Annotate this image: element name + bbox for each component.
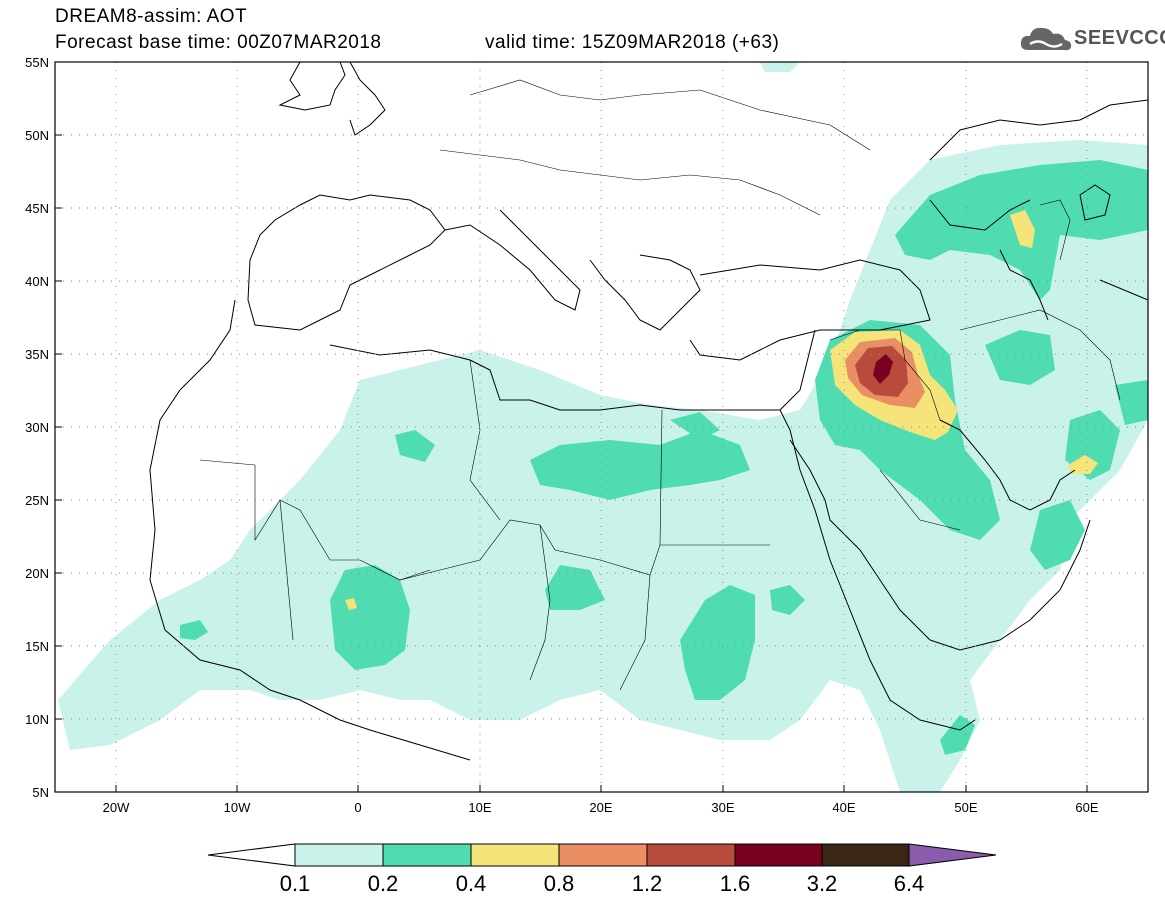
lon-label: 20E — [589, 800, 612, 815]
lon-label: 40E — [832, 800, 855, 815]
lon-label: 20W — [103, 800, 130, 815]
lat-label: 40N — [25, 274, 49, 289]
lat-label: 20N — [25, 566, 49, 581]
colorbar-swatch — [382, 843, 472, 867]
colorbar-labels: 0.1 0.2 0.4 0.8 1.2 1.6 3.2 6.4 — [280, 871, 925, 896]
lon-label: 0 — [354, 800, 361, 815]
colorbar-high-arrow — [908, 843, 997, 867]
colorbar-label: 0.4 — [456, 871, 487, 896]
colorbar-label: 1.6 — [720, 871, 751, 896]
lat-label: 5N — [32, 785, 49, 800]
borders — [199, 79, 1121, 691]
colorbar-swatch — [558, 843, 648, 867]
forecast-base-time: Forecast base time: 00Z07MAR2018 — [55, 32, 382, 53]
lat-label: 15N — [25, 639, 49, 654]
lon-label: 30E — [711, 800, 734, 815]
lon-labels: 20W 10W 0 10E 20E 30E 40E 50E 60E — [103, 800, 1099, 815]
coastlines — [149, 62, 1148, 761]
colorbar-swatch — [470, 843, 560, 867]
aot-shading — [58, 62, 1148, 792]
lat-label: 10N — [25, 712, 49, 727]
lon-label: 10E — [468, 800, 491, 815]
lon-label: 50E — [954, 800, 977, 815]
lat-label: 25N — [25, 493, 49, 508]
lat-label: 50N — [25, 128, 49, 143]
lat-label: 55N — [25, 55, 49, 70]
colorbar-swatch — [294, 843, 384, 867]
lon-label: 60E — [1075, 800, 1098, 815]
colorbar-label: 0.8 — [544, 871, 575, 896]
colorbar-label: 1.2 — [632, 871, 663, 896]
lon-label: 10W — [224, 800, 251, 815]
colorbar-label: 3.2 — [807, 871, 838, 896]
colorbar-swatch — [821, 843, 910, 867]
valid-time: valid time: 15Z09MAR2018 (+63) — [485, 32, 780, 53]
colorbar-label: 0.1 — [280, 871, 311, 896]
lat-label: 35N — [25, 347, 49, 362]
lat-label: 45N — [25, 201, 49, 216]
lat-label: 30N — [25, 420, 49, 435]
colorbar-low-arrow — [207, 843, 296, 867]
map-title: DREAM8-assim: AOT — [55, 6, 248, 27]
cloud-icon — [1020, 27, 1072, 51]
tick-marks — [55, 61, 1088, 793]
colorbar-swatch — [646, 843, 736, 867]
seevccc-logo: SEEVCCC — [1018, 22, 1165, 56]
gridlines — [55, 62, 1148, 792]
colorbar-swatch — [734, 843, 823, 867]
lat-labels: 55N 50N 45N 40N 35N 30N 25N 20N 15N 10N … — [25, 55, 49, 800]
colorbar-label: 6.4 — [894, 871, 925, 896]
colorbar — [207, 843, 997, 867]
colorbar-label: 0.2 — [368, 871, 399, 896]
logo-text: SEEVCCC — [1074, 27, 1165, 49]
